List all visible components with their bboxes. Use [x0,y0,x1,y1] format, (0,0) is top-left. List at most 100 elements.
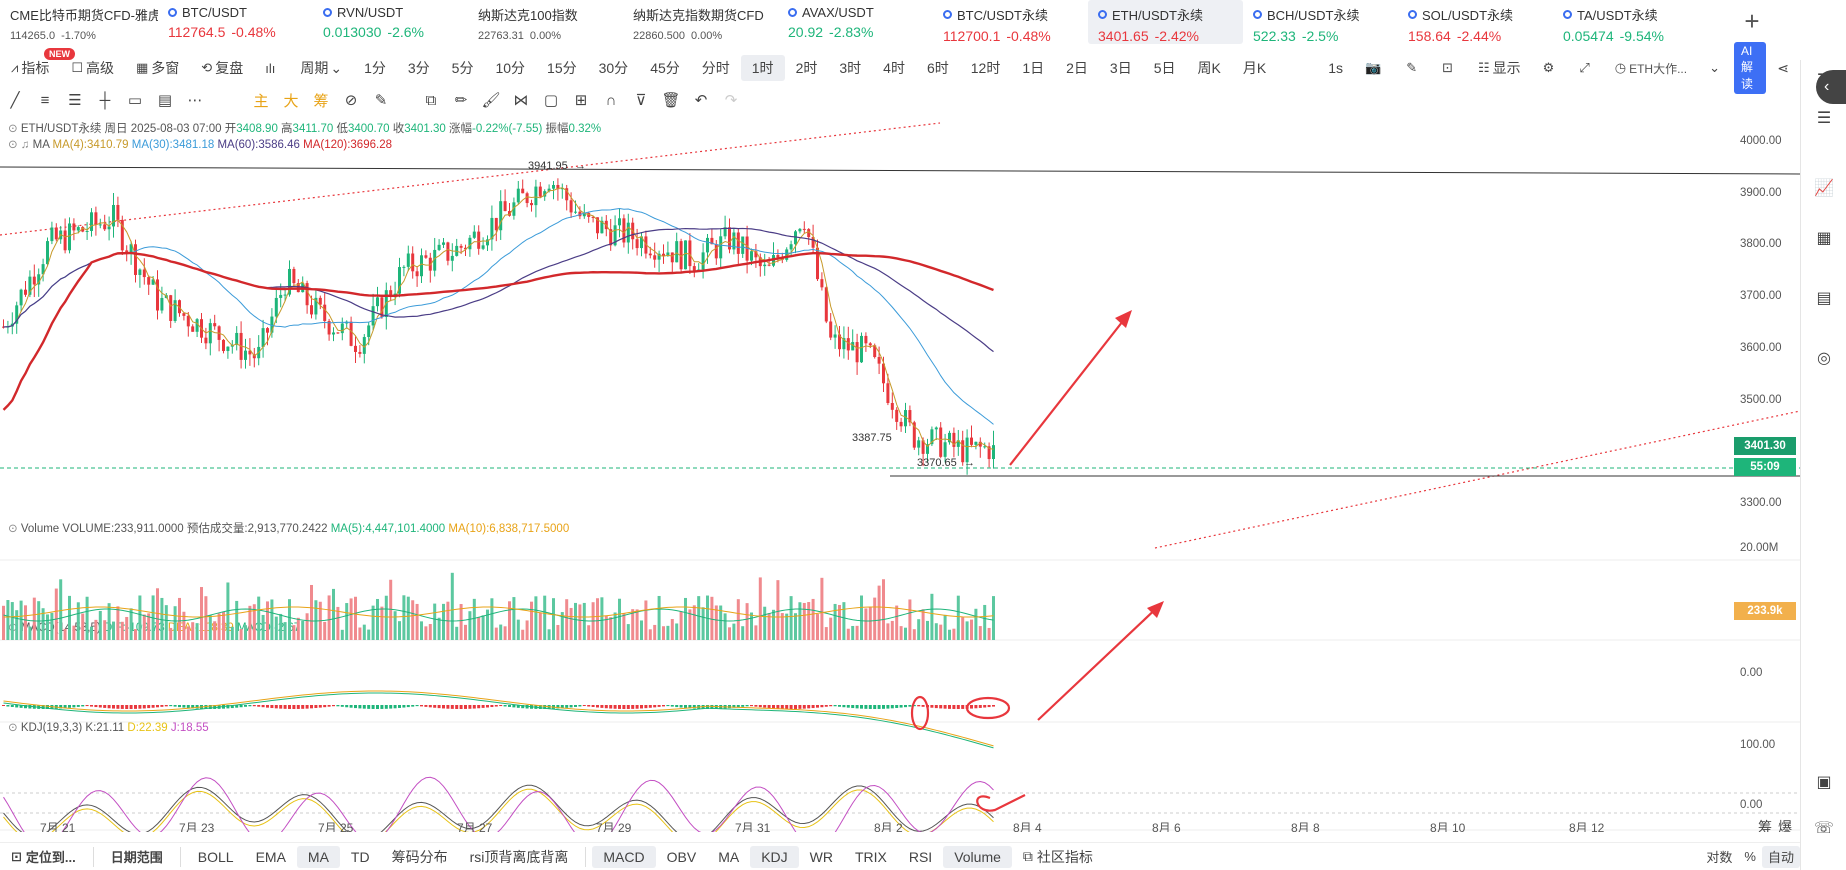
sub-indicator-0[interactable]: MACD [592,845,656,868]
sub-indicator-1[interactable]: OBV [656,846,708,868]
data-icon[interactable]: ▦ [1816,230,1832,247]
trash-icon[interactable]: 🗑 [661,92,681,109]
ticker-4[interactable]: 纳斯达克指数期货CFD 22860.500 0.00% [623,0,778,44]
sub-indicator-2[interactable]: MA [707,846,750,868]
vol-toggle-icon[interactable]: ⊙ [8,523,18,535]
legend-toggle-icon[interactable]: ⊙ [8,123,18,135]
axis-option-2[interactable]: 自动 [1761,845,1800,868]
locate-button[interactable]: ⊡ 定位到... [0,846,87,868]
link-icon[interactable]: ⊘ [344,92,358,109]
toolbar-item-0[interactable]: ⩘ 指标 [0,55,60,81]
toolbar-item-10[interactable]: 15分 [536,55,588,81]
toolbar-item-30[interactable]: ☷ 显示 [1467,55,1532,81]
indicator-5[interactable]: rsi顶背离底背离 [459,846,580,868]
toolbar-item-8[interactable]: 5分 [441,55,485,81]
toolbar-item-17[interactable]: 4时 [872,55,916,81]
toolbar-item-13[interactable]: 分时 [691,55,741,81]
toolbar-item-15[interactable]: 2时 [785,55,829,81]
toolbar-item-12[interactable]: 45分 [639,55,691,81]
ticker-3[interactable]: 纳斯达克100指数 22763.31 0.00% [468,0,623,44]
sub-indicator-4[interactable]: WR [799,846,844,868]
toolbar-item-31[interactable]: ⚙ [1532,55,1569,81]
axis-option-0[interactable]: 对数 [1700,846,1738,868]
channel-tool-icon[interactable]: ☰ [68,92,82,109]
toolbar-item-22[interactable]: 3日 [1099,55,1143,81]
big-order-tool[interactable]: 大 [283,92,299,110]
lock-icon[interactable]: ▢ [543,92,559,109]
toolbar-item-29[interactable]: ⊡ [1431,55,1467,81]
ticker-1[interactable]: BTC/USDT 112764.5 -0.48% [158,0,313,44]
toolbar-item-16[interactable]: 3时 [828,55,872,81]
ray-tool-icon[interactable]: ┼ [99,91,111,109]
line-tool-icon[interactable]: ╱ [10,92,20,109]
more-tools-icon[interactable]: ⋯ [187,92,203,109]
toolbar-item-23[interactable]: 5日 [1143,55,1187,81]
sub-indicator-5[interactable]: TRIX [844,846,898,868]
ticker-2[interactable]: RVN/USDT 0.013030 -2.6% [313,0,468,44]
toolbar-item-21[interactable]: 2日 [1055,55,1099,81]
copy-icon[interactable]: ⧉ [425,91,437,109]
toolbar-item-9[interactable]: 10分 [484,55,536,81]
news-icon[interactable]: ☰ [1816,110,1832,127]
toolbar-item-20[interactable]: 1日 [1011,55,1055,81]
toolbar-item-24[interactable]: 周K [1187,55,1232,81]
ai-interpret-button[interactable]: AI解读 [1733,42,1767,94]
toolbar-item-33[interactable]: ◷ ETH大作... [1604,55,1698,81]
toolbar-item-6[interactable]: 1分 [353,55,397,81]
indicator-1[interactable]: EMA [245,846,297,868]
add-ticker-icon[interactable]: + [1744,6,1760,36]
ticker-8[interactable]: BCH/USDT永续 522.33 -2.5% [1243,0,1398,44]
pattern-icon[interactable]: ⋈ [513,92,529,109]
collapse-sidebar-icon[interactable]: ‹ [1816,70,1846,104]
pen-slash-icon[interactable]: ✎ [374,92,388,109]
hline-tool-icon[interactable]: ≡ [40,91,50,109]
toolbar-item-26[interactable]: 1s [1317,55,1354,81]
sub-indicator-7[interactable]: Volume [943,845,1012,868]
toolbar-item-3[interactable]: ⟲ 复盘 [190,55,254,81]
sub-indicator-6[interactable]: RSI [898,846,943,868]
redo-icon[interactable]: ↷ [724,92,738,109]
undo-icon[interactable]: ↶ [694,92,708,109]
sub-indicator-3[interactable]: KDJ [750,845,799,868]
indicator-2[interactable]: MA [296,845,340,868]
ticker-9[interactable]: SOL/USDT永续 158.64 -2.44% [1398,0,1553,44]
rect-tool-icon[interactable]: ▭ [127,92,143,109]
ticker-5[interactable]: AVAX/USDT 20.92 -2.83% [778,0,933,44]
pencil-icon[interactable]: ✏ [454,92,468,109]
orderbook-icon[interactable]: ▤ [1816,290,1832,307]
ma-toggle-icon[interactable]: ⊙ [8,139,18,151]
date-range-button[interactable]: 日期范围 [100,846,174,868]
ticker-10[interactable]: TA/USDT永续 0.05474 -9.54% [1553,0,1703,44]
toolbar-item-34[interactable]: ⌄ [1698,55,1734,81]
main-force-tool[interactable]: 主 [253,92,269,110]
toolbar-item-18[interactable]: 6时 [916,55,960,81]
ticker-0[interactable]: CME比特币期货CFD-雅虎 114265.0 -1.70% [0,0,158,44]
toolbar-item-27[interactable]: 📷 [1354,55,1395,81]
toolbar-item-32[interactable]: ⤢ [1568,55,1603,81]
alert-icon[interactable]: ☏ [1813,820,1834,837]
toolbar-item-14[interactable]: 1时 [740,55,785,81]
indicator-3[interactable]: TD [340,846,381,868]
brush-icon[interactable]: 🖌 [481,92,501,109]
ticker-6[interactable]: BTC/USDT永续 112700.1 -0.48% [933,0,1088,44]
toolbar-item-28[interactable]: ✎ [1395,55,1431,81]
template-icon[interactable]: ⊞ [574,92,588,109]
indicator-0[interactable]: BOLL [187,846,245,868]
toolbar-item-11[interactable]: 30分 [588,55,640,81]
kline-chart[interactable]: 3941.95 → 3387.75 3370.65 → 7月 21 7月 23 7月 25 7月… [0,112,1800,832]
toolbar-item-5[interactable]: 周期 ⌄ [289,55,353,81]
toolbar-item-7[interactable]: 3分 [397,55,441,81]
fib-tool-icon[interactable]: ▤ [157,92,173,109]
chip-tool[interactable]: 筹 [313,92,329,110]
window-icon[interactable]: ▣ [1816,774,1832,791]
toolbar-item-2[interactable]: ▦ 多窗 [125,55,190,81]
toolbar-item-19[interactable]: 12时 [960,55,1012,81]
magnet-icon[interactable]: ∩ [605,91,617,109]
toolbar-item-4[interactable]: ılı [254,55,289,81]
toolbar-item-1[interactable]: ☐ 高级 [60,55,125,81]
share-icon[interactable]: ⋖ [1777,59,1789,76]
toolbar-item-25[interactable]: 月K [1232,55,1277,81]
trend-icon[interactable]: 📈 [1814,180,1834,197]
signal-icon[interactable]: ◎ [1817,350,1831,367]
kdj-toggle-icon[interactable]: ⊙ [8,722,18,734]
